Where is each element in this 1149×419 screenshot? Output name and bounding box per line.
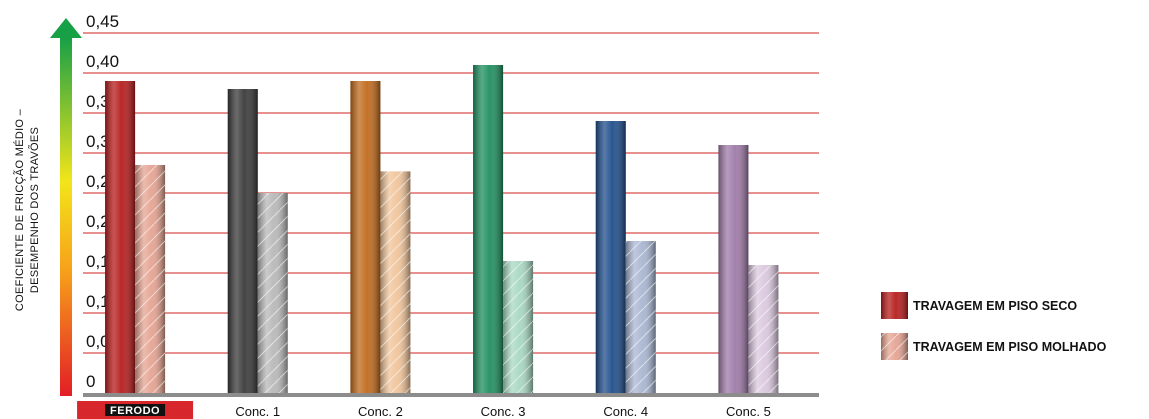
bars — [105, 65, 779, 393]
bar-dry — [718, 145, 749, 393]
brand-badge: FERODO — [77, 401, 194, 419]
x-axis-baseline — [83, 393, 819, 397]
bar-shine — [473, 65, 504, 393]
y-axis-arrow — [50, 18, 82, 396]
bar-wet — [380, 171, 411, 393]
x-tick-label: Conc. 5 — [726, 404, 771, 419]
bar-dry — [350, 81, 381, 393]
bar-hatch — [748, 265, 779, 393]
bar-dry — [595, 121, 626, 393]
bar-wet — [748, 265, 779, 393]
y-axis-label-line-1: COEFICIENTE DE FRICÇÃO MÉDIO – — [13, 108, 26, 311]
bar-wet — [257, 193, 288, 393]
bar-hatch — [380, 171, 411, 393]
y-tick-label: 0,40 — [86, 52, 119, 71]
legend-item-dry: TRAVAGEM EM PISO SECO — [881, 292, 1077, 319]
legend: TRAVAGEM EM PISO SECO TRAVAGEM EM PISO M… — [881, 292, 1107, 360]
brand-badge-inner — [105, 404, 166, 416]
x-tick-labels: FERODO Conc. 1 Conc. 2 Conc. 3 Conc. 4 Conc. … — [77, 401, 771, 419]
bar-dry — [227, 89, 258, 393]
y-axis-label-line-2: DESEMPENHO DOS TRAVÕES — [28, 127, 41, 293]
legend-label-dry: TRAVAGEM EM PISO SECO — [913, 299, 1077, 313]
bar-wet — [135, 165, 166, 393]
bar-dry — [105, 81, 136, 393]
x-tick-label: Conc. 2 — [358, 404, 403, 419]
bar-shine — [350, 81, 381, 393]
x-tick-label: Conc. 1 — [235, 404, 280, 419]
bar-hatch — [625, 241, 656, 393]
bar-hatch — [135, 165, 166, 393]
y-tick-label: 0,45 — [86, 12, 119, 31]
bar-wet — [625, 241, 656, 393]
bar-shine — [718, 145, 749, 393]
bar-hatch — [503, 261, 534, 393]
legend-item-wet: TRAVAGEM EM PISO MOLHADO — [881, 333, 1107, 360]
x-tick-label: Conc. 3 — [481, 404, 526, 419]
bar-hatch — [257, 193, 288, 393]
bar-dry — [473, 65, 504, 393]
gridlines — [83, 32, 819, 354]
x-tick-label: FERODO — [110, 405, 160, 417]
y-tick-label: 0 — [86, 372, 95, 391]
legend-label-wet: TRAVAGEM EM PISO MOLHADO — [913, 340, 1107, 354]
x-tick-label: Conc. 4 — [603, 404, 648, 419]
bar-shine — [105, 81, 136, 393]
bar-shine — [227, 89, 258, 393]
bar-shine — [595, 121, 626, 393]
bar-wet — [503, 261, 534, 393]
